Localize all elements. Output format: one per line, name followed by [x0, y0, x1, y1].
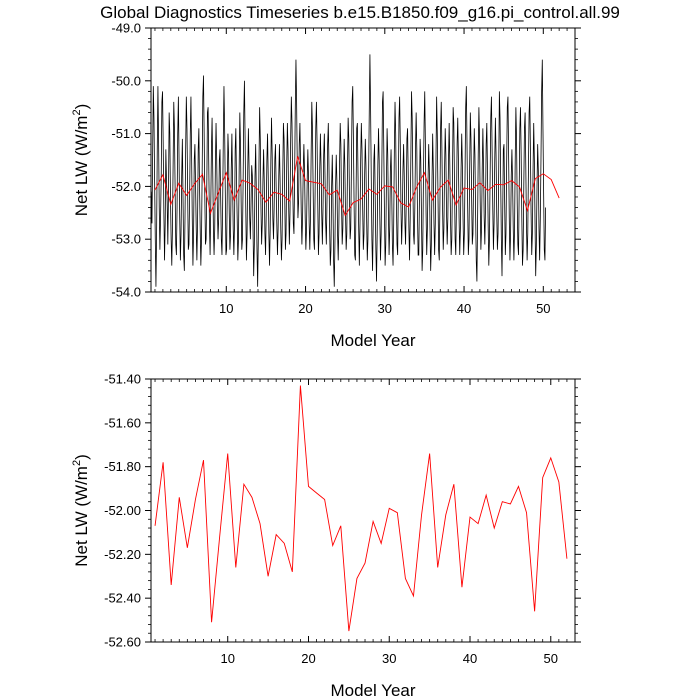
figure-title: Global Diagnostics Timeseries b.e15.B185…	[100, 3, 620, 22]
bottom-panel: 10 20 30 40 50 -52.60 -52.40 -52.20 -52.00 -51.80…	[71, 372, 581, 700]
top-y-tick-label: -49.0	[111, 21, 141, 36]
bottom-series-annual-line	[154, 385, 568, 632]
bottom-x-tick-label: 20	[301, 651, 315, 666]
top-x-tick-label: 10	[219, 301, 233, 316]
bottom-y-tick-label: -52.60	[104, 635, 141, 650]
bottom-x-tick-label: 40	[463, 651, 477, 666]
top-plot-frame	[150, 27, 576, 293]
top-y-tick-label: -53.0	[111, 232, 141, 247]
bottom-y-tick-label: -52.40	[104, 591, 141, 606]
bottom-x-axis-label: Model Year	[330, 681, 415, 700]
top-x-axis-label: Model Year	[330, 331, 415, 350]
bottom-y-tick-label: -51.40	[104, 372, 141, 387]
top-y-tick-label: -52.0	[111, 179, 141, 194]
bottom-y-axis-label-superscript: 2	[71, 460, 83, 466]
top-panel: 10 20 30 40 50 -54.0 -53.0 -52.0 -51.0 -50.0 -49.0…	[71, 21, 581, 350]
top-x-tick-label: 30	[378, 301, 392, 316]
bottom-x-tick-label: 30	[382, 651, 396, 666]
top-y-tick-label: -51.0	[111, 126, 141, 141]
top-x-tick-label: 40	[457, 301, 471, 316]
top-y-axis-label: Net LW (W/m2)	[71, 104, 91, 217]
bottom-y-axis-label-close: )	[72, 454, 91, 460]
bottom-y-tick-label: -52.00	[104, 503, 141, 518]
bottom-y-axis-label: Net LW (W/m2)	[71, 454, 91, 567]
top-y-axis-label-main: Net LW (W/m	[72, 116, 91, 217]
bottom-y-tick-label: -51.80	[104, 459, 141, 474]
top-series-monthly-line	[151, 54, 546, 287]
top-x-tick-label: 50	[536, 301, 550, 316]
top-y-axis-label-close: )	[72, 104, 91, 110]
top-y-axis-label-superscript: 2	[71, 109, 83, 115]
top-x-tick-label: 20	[298, 301, 312, 316]
top-series-annual-line	[154, 156, 560, 217]
bottom-y-axis-label-main: Net LW (W/m	[72, 466, 91, 567]
bottom-y-tick-label: -51.60	[104, 415, 141, 430]
bottom-x-tick-label: 10	[220, 651, 234, 666]
bottom-x-tick-label: 50	[544, 651, 558, 666]
bottom-y-tick-label: -52.20	[104, 547, 141, 562]
top-y-tick-label: -50.0	[111, 73, 141, 88]
top-y-tick-label: -54.0	[111, 285, 141, 300]
